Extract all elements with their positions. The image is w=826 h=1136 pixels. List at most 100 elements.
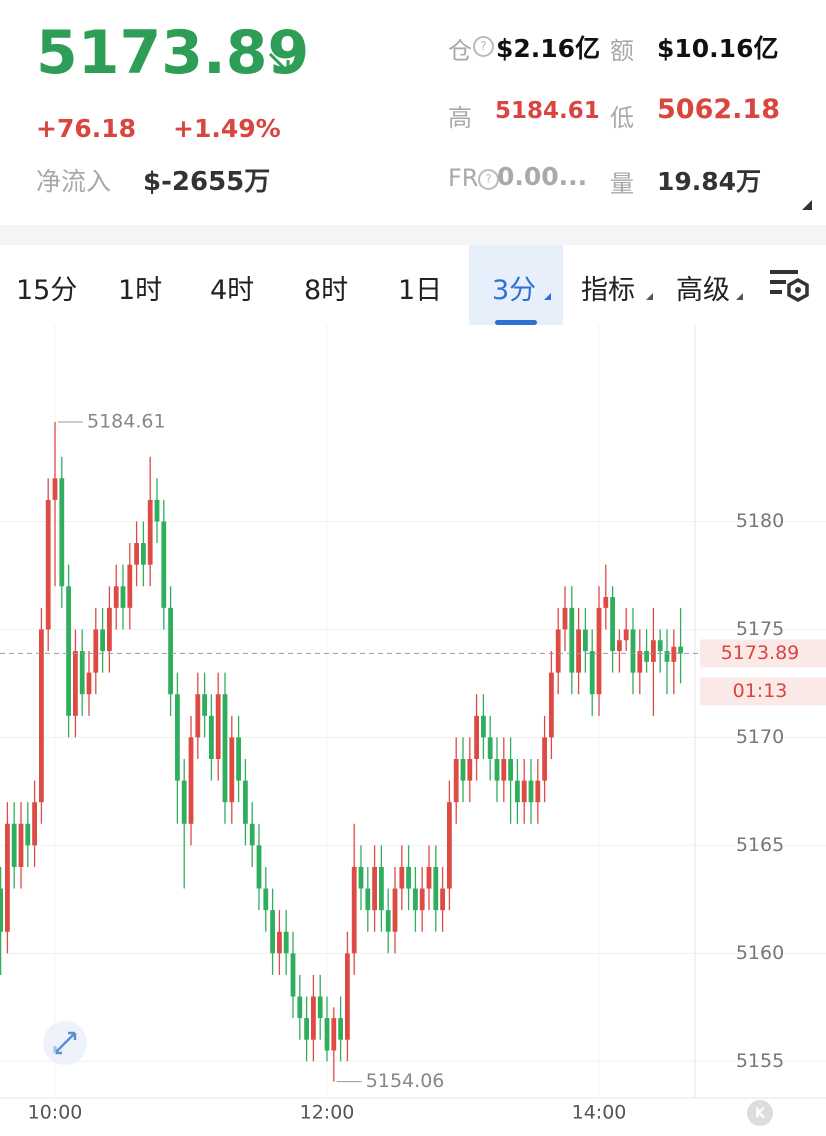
candle-body — [59, 478, 65, 587]
candle-body — [202, 694, 207, 716]
candle-body — [222, 694, 228, 803]
candle-body — [657, 640, 663, 652]
candle-body — [528, 780, 534, 803]
candle-body — [385, 910, 391, 932]
settings-icon[interactable] — [768, 268, 812, 304]
candle-body — [32, 802, 37, 846]
candle-body — [243, 780, 248, 824]
candle-body — [100, 629, 105, 652]
candle-body — [236, 737, 241, 781]
candle-body — [576, 629, 581, 673]
candle-body — [120, 586, 126, 608]
candle-body — [542, 737, 547, 781]
expand-corner[interactable] — [802, 200, 812, 210]
candle-body — [256, 845, 262, 889]
candle-body — [127, 564, 133, 608]
candle-body — [501, 759, 507, 781]
candle-body — [39, 629, 44, 803]
candle-body — [188, 737, 194, 824]
x-tick-label: 14:00 — [572, 1102, 627, 1124]
dropdown-arrows — [544, 293, 743, 300]
candle-body — [290, 953, 296, 997]
info-icon[interactable]: ? — [478, 169, 499, 190]
candle-body — [154, 499, 160, 522]
stat-label: FR — [448, 164, 479, 192]
candle-body — [277, 931, 282, 954]
tab[interactable]: 3分 — [492, 275, 537, 306]
tab-indicator — [495, 320, 537, 325]
candle-body — [324, 1018, 330, 1051]
candle-body — [474, 715, 479, 760]
x-tick-label: 10:00 — [28, 1102, 83, 1124]
info-icon[interactable]: ? — [473, 36, 494, 57]
last-price: 5173.89 — [36, 18, 310, 88]
candle-body — [147, 499, 153, 565]
candle-body — [215, 694, 221, 760]
tab[interactable]: 15分 — [16, 275, 78, 306]
tab[interactable]: 8时 — [304, 275, 349, 306]
price-change-pct: +1.49% — [173, 114, 281, 143]
candle-body — [338, 1018, 343, 1040]
candle-body — [93, 629, 99, 673]
candle-body — [433, 866, 439, 911]
candle-body — [406, 866, 411, 889]
candle-body — [331, 1018, 337, 1051]
y-tick-label: 5160 — [736, 942, 784, 964]
candle-body — [11, 823, 17, 867]
stat-label: 仓 — [448, 37, 472, 65]
candle-body — [365, 888, 371, 911]
stat-value: 5062.18 — [657, 94, 780, 125]
divider — [0, 225, 826, 245]
x-tick-label: 12:00 — [300, 1102, 355, 1124]
candle-body — [562, 607, 568, 630]
candle-body — [304, 1018, 309, 1040]
candle-body — [596, 607, 602, 695]
candle-body — [651, 640, 656, 662]
candle-body — [195, 694, 201, 738]
candle-body — [440, 888, 445, 911]
candle-body — [413, 888, 418, 911]
candle-body — [263, 888, 269, 911]
candle-body — [134, 543, 139, 565]
candle-body — [481, 715, 486, 738]
net-inflow: $-2655万 — [143, 167, 271, 197]
candle-body — [317, 996, 323, 1019]
candle-body — [555, 629, 561, 673]
price-change: +76.18 — [36, 114, 137, 143]
candle-body — [25, 823, 31, 846]
candle-body — [637, 651, 643, 673]
min-label: 5154.06 — [366, 1070, 445, 1092]
stat-value: $2.16亿 — [496, 34, 601, 63]
tab[interactable]: 4时 — [210, 275, 255, 306]
candle-body — [467, 759, 473, 781]
down-arrow-icon — [268, 52, 290, 74]
candle-body — [419, 888, 425, 911]
candle-body — [18, 823, 24, 867]
stat-label: 高 — [448, 104, 472, 132]
candle-body — [113, 586, 119, 608]
candle-body — [603, 597, 609, 608]
countdown-box — [700, 677, 826, 706]
candle-body — [671, 646, 677, 662]
tab-selected-bg — [469, 245, 563, 325]
tab[interactable]: 高级 — [676, 275, 730, 306]
candle-body — [311, 996, 316, 1040]
candle-body — [45, 499, 51, 630]
max-label: 5184.61 — [87, 410, 166, 432]
tab[interactable]: 1日 — [398, 275, 443, 306]
candle-body — [52, 478, 58, 500]
candle-body — [175, 694, 180, 781]
stat-label: 低 — [610, 104, 634, 132]
kline-button[interactable] — [747, 1100, 773, 1126]
tab[interactable]: 指标 — [581, 275, 635, 306]
candle-body — [181, 780, 187, 824]
candle-body — [487, 737, 493, 760]
candle-body — [589, 651, 595, 695]
candle-body — [583, 629, 588, 652]
tab[interactable]: 1时 — [118, 275, 163, 306]
candle-body — [86, 672, 92, 695]
candle-body — [610, 597, 615, 652]
candle-body — [644, 651, 649, 662]
